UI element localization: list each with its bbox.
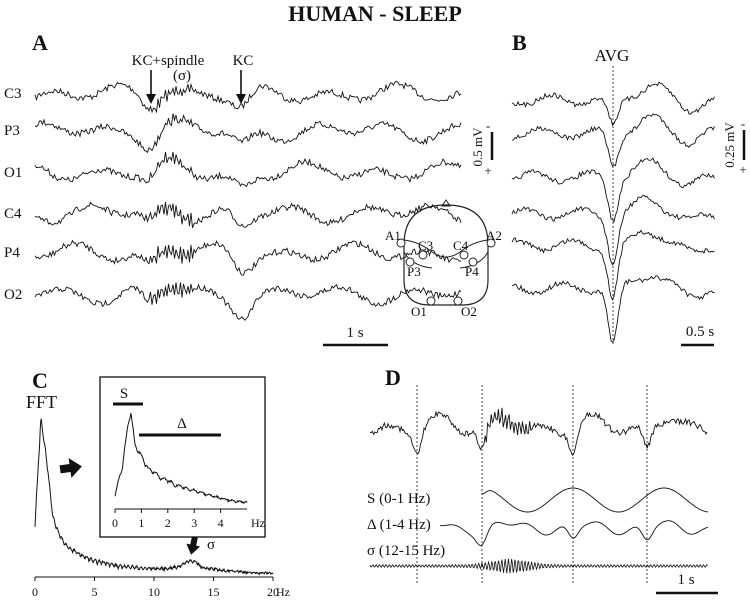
band-label-delta: Δ (1-4 Hz): [367, 517, 431, 533]
arrow-down-icon: [236, 70, 246, 104]
electrode-label-c4: C4: [453, 238, 469, 253]
fft-x-tick-label: 20: [267, 585, 279, 599]
scale-bar-b-volt1-label: 0.5 mV: [470, 127, 485, 167]
electrode-label-p4: P4: [465, 264, 479, 279]
eeg-trace-o2: [34, 282, 462, 321]
inset-spectrum-line: [114, 413, 248, 504]
event-kc-spindle-sublabel: (σ): [173, 68, 191, 84]
eeg-trace-o1: [34, 151, 462, 188]
inset-x-tick-label: 4: [218, 516, 224, 530]
average-trace: [511, 113, 715, 168]
sigma-arrow-icon: [186, 536, 201, 555]
panel-a-label: A: [32, 30, 48, 55]
eeg-trace-p4: [34, 239, 462, 276]
eeg-trace-c4: [34, 201, 462, 228]
average-trace: [511, 229, 715, 301]
average-trace: [511, 81, 715, 127]
band-label-sigma: σ (12-15 Hz): [367, 543, 445, 559]
electrode-label-p3: P3: [407, 264, 421, 279]
polarity-minus: -: [486, 118, 490, 133]
scale-bar-b-time-label: 0.5 s: [686, 324, 715, 340]
scale-bar-a-label: 1 s: [346, 325, 363, 341]
panel-c: C FFT 0 5 10 15 20 Hz σ S Δ 0 1 2 3 4 Hz: [26, 368, 290, 599]
average-trace: [511, 275, 715, 343]
fft-unit-label: Hz: [276, 585, 290, 599]
channel-label-c3: C3: [4, 86, 22, 102]
scale-bar-b-volt2-label: 0.25 mV: [722, 122, 737, 168]
panel-d-label: D: [385, 365, 401, 390]
sigma-annotation: σ: [207, 537, 215, 553]
channel-label-o1: O1: [4, 165, 22, 181]
electrode-label-o2: O2: [461, 304, 477, 319]
inset-x-tick-label: 3: [191, 516, 197, 530]
inset-x-tick-label: 2: [165, 516, 171, 530]
channel-label-c4: C4: [4, 206, 22, 222]
panel-b-label: B: [512, 30, 527, 55]
channel-label-p4: P4: [4, 245, 20, 261]
electrode-label-c3: C3: [418, 238, 433, 253]
average-trace: [511, 157, 715, 224]
fft-x-tick-label: 15: [208, 585, 220, 599]
delta-band-trace: [439, 520, 709, 546]
panel-b: B AVG - + 0.5 mV - + 0.25 mV 0.5 s: [470, 30, 747, 347]
fft-x-tick-label: 5: [92, 585, 98, 599]
eeg-trace-c3: [34, 80, 462, 114]
panel-b-title: AVG: [595, 46, 630, 65]
event-kc-label: KC: [233, 53, 254, 69]
event-kc-spindle-label: KC+spindle: [132, 53, 205, 69]
inset-unit-label: Hz: [251, 516, 265, 530]
inset-x-tick-label: 0: [112, 516, 118, 530]
band-label-slow: S (0-1 Hz): [367, 491, 430, 507]
electrode-label-a1: A1: [385, 228, 401, 243]
panel-a: A KC+spindle (σ) KC C3 P3 O1 C4 P4 O2 1 …: [4, 30, 502, 347]
fft-spectrum-line: [34, 418, 274, 576]
polarity-minus-2: -: [741, 116, 745, 131]
panel-d: D S (0-1 Hz) Δ (1-4 Hz) σ (12-15 Hz) 1 s: [367, 365, 718, 595]
fft-x-tick-label: 10: [148, 585, 160, 599]
sigma-band-trace: [369, 558, 708, 574]
polarity-plus: +: [484, 163, 491, 178]
electrode-map: A1 C3 C4 A2 P3 P4 O1 O2: [385, 199, 502, 319]
figure-title: HUMAN - SLEEP: [288, 1, 462, 26]
eeg-trace-p3: [34, 113, 462, 154]
panel-c-label: C: [32, 368, 48, 393]
inset-band-s-label: S: [120, 386, 128, 402]
inset-band-delta-label: Δ: [177, 416, 187, 432]
inset-x-tick-label: 1: [138, 516, 144, 530]
raw-eeg-trace: [370, 407, 708, 457]
electrode-label-a2: A2: [486, 228, 502, 243]
scale-bar-d-label: 1 s: [677, 572, 694, 588]
fft-x-tick-label: 0: [32, 585, 38, 599]
channel-label-p3: P3: [4, 123, 20, 139]
average-trace: [511, 194, 715, 266]
arrow-down-icon: [146, 70, 156, 104]
inset-arrow-icon: [59, 458, 82, 478]
panel-c-title: FFT: [26, 392, 57, 412]
polarity-plus-2: +: [739, 162, 746, 177]
slow-band-trace: [481, 487, 709, 513]
electrode-label-o1: O1: [411, 304, 427, 319]
channel-label-o2: O2: [4, 287, 22, 303]
